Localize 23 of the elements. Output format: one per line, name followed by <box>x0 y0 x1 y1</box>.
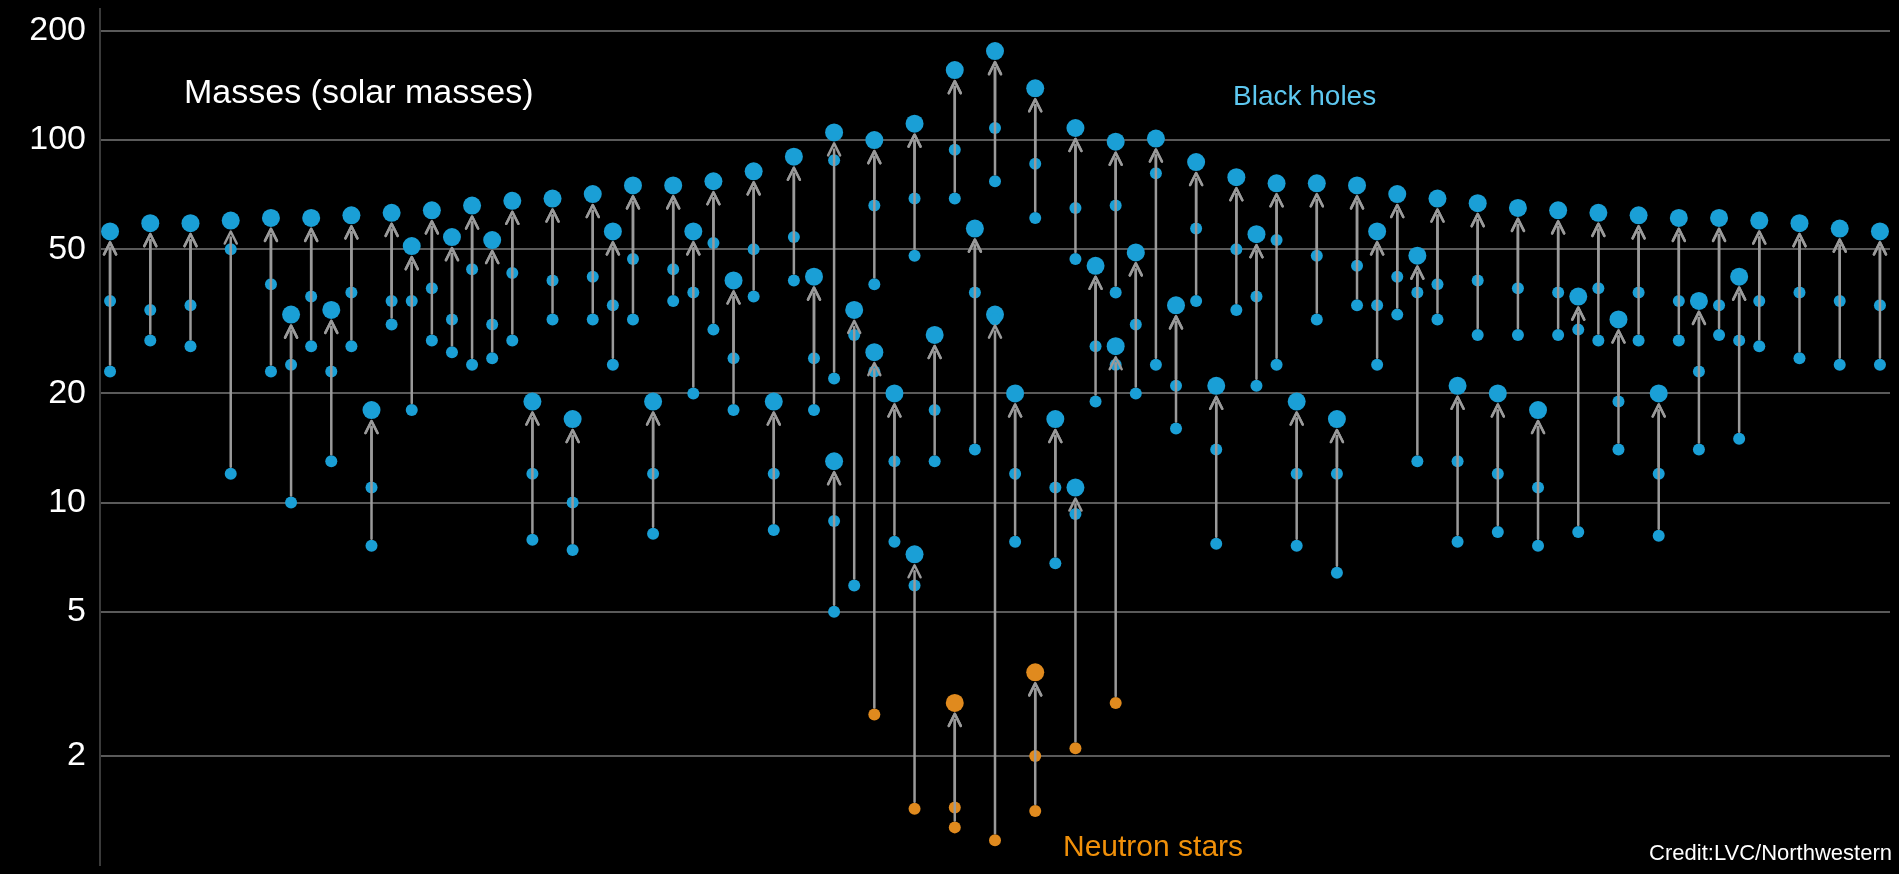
point <box>865 343 884 362</box>
point <box>908 802 921 815</box>
point <box>1066 478 1085 497</box>
y-tick-label: 5 <box>67 590 86 629</box>
y-tick-label: 100 <box>29 118 86 157</box>
y-tick-label: 10 <box>48 480 86 519</box>
annotation: Black holes <box>1233 79 1377 111</box>
point <box>1106 337 1125 356</box>
point <box>1029 804 1042 817</box>
y-tick-label: 200 <box>29 9 86 48</box>
y-axis-title: Masses (solar masses) <box>184 72 534 111</box>
y-tick-label: 20 <box>48 371 86 410</box>
annotation: Credit:LVC/Northwestern <box>1649 840 1892 866</box>
annotation: Neutron stars <box>1063 829 1244 863</box>
point <box>868 708 881 721</box>
point <box>1069 742 1082 755</box>
point <box>1109 696 1122 709</box>
y-tick-label: 50 <box>48 227 86 266</box>
point <box>905 545 924 564</box>
point <box>825 452 844 471</box>
point <box>989 834 1001 847</box>
y-tick-label: 2 <box>67 734 86 773</box>
point <box>948 821 961 834</box>
